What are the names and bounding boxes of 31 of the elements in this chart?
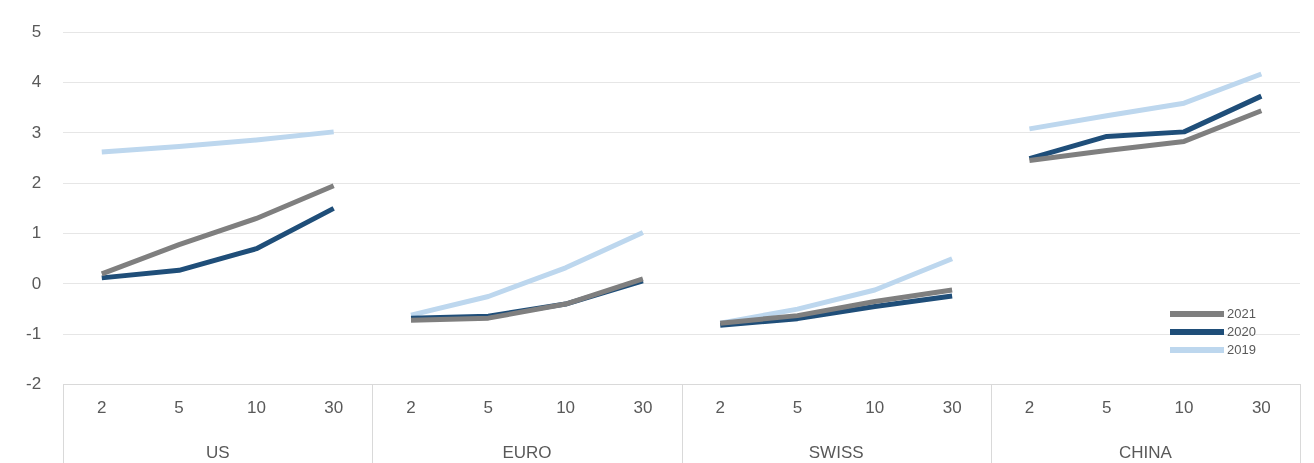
text: US bbox=[205, 442, 230, 462]
x-tick-label: 30 bbox=[324, 398, 344, 418]
x-tick-label: 30 bbox=[1251, 398, 1271, 418]
y-tick-label: -1 bbox=[25, 323, 42, 343]
y-tick-label: -2 bbox=[25, 374, 42, 394]
x-tick-label: 2 bbox=[1024, 398, 1035, 418]
x-tick-label: 2 bbox=[406, 398, 416, 418]
text: EURO bbox=[502, 442, 552, 462]
x-tick-label: 5 bbox=[792, 398, 803, 418]
y-tick-label: 4 bbox=[31, 72, 42, 92]
x-tick-label: 5 bbox=[174, 398, 184, 418]
x-tick-label: 10 bbox=[246, 398, 266, 418]
y-tick-label: 3 bbox=[31, 122, 42, 142]
x-tick-label: 10 bbox=[1174, 398, 1194, 418]
legend-label: 2019 bbox=[1227, 342, 1256, 358]
text: CHINA bbox=[1118, 442, 1173, 462]
y-tick-label: 1 bbox=[31, 223, 42, 243]
x-tick-label: 30 bbox=[633, 398, 653, 418]
x-tick-label: 10 bbox=[865, 398, 885, 418]
x-tick-label: 5 bbox=[1102, 398, 1112, 418]
y-tick-label: 2 bbox=[31, 172, 42, 192]
x-tick-label: 10 bbox=[556, 398, 576, 418]
text: SWISS bbox=[808, 442, 864, 462]
x-tick-label: 2 bbox=[715, 398, 725, 418]
legend-label: 2021 bbox=[1227, 306, 1256, 322]
y-tick-label: 5 bbox=[31, 21, 42, 41]
x-tick-label: 2 bbox=[97, 398, 107, 418]
x-tick-label: 5 bbox=[483, 398, 494, 418]
y-tick-label: 0 bbox=[31, 273, 42, 293]
legend-label: 2020 bbox=[1227, 324, 1256, 340]
x-tick-label: 30 bbox=[942, 398, 962, 418]
